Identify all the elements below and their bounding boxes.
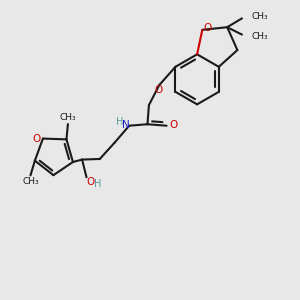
Text: H: H [116, 117, 124, 127]
Text: O: O [154, 85, 163, 95]
Text: CH₃: CH₃ [60, 113, 76, 122]
Text: N: N [122, 120, 130, 130]
Text: O: O [203, 23, 212, 33]
Text: O: O [32, 134, 40, 144]
Text: H: H [94, 179, 101, 189]
Text: O: O [169, 120, 177, 130]
Text: CH₃: CH₃ [252, 11, 268, 20]
Text: O: O [86, 177, 94, 187]
Text: CH₃: CH₃ [252, 32, 268, 41]
Text: CH₃: CH₃ [22, 177, 39, 186]
